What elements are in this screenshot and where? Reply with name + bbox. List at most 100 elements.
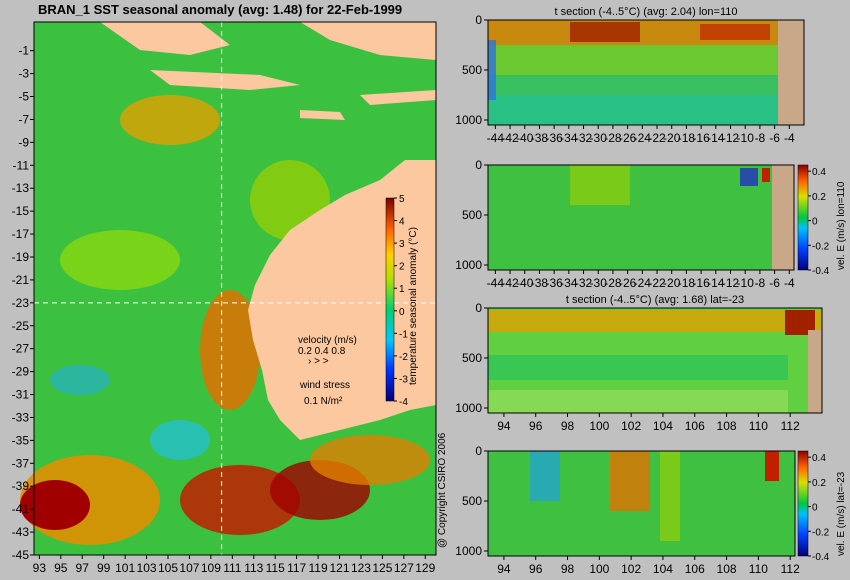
section-x-tick-label: -22 <box>648 131 666 145</box>
velocity-colorbar-tick-label: 0 <box>812 217 818 228</box>
lon-velocity-section <box>487 164 795 271</box>
velocity-legend-values: 0.2 0.4 0.8 <box>298 346 346 357</box>
map-x-ticks: 93 95 97 99 101 103 105 107 109 111 113 115 117 119 12… <box>33 555 436 575</box>
velocity-colorbar-tick-label: -0.4 <box>812 552 830 563</box>
map-colorbar-tick-label: 3 <box>399 239 405 250</box>
map-x-tick-label: 113 <box>244 561 263 575</box>
section-x-tick-label: -26 <box>619 276 637 290</box>
section-x-tick-label: 108 <box>717 562 737 576</box>
section-x-tick-label: -18 <box>678 276 696 290</box>
lon-velocity-colorbar-label: vel. E (m/s) lon=110 <box>836 181 847 270</box>
map-x-tick-label: 127 <box>394 561 414 575</box>
map-y-tick-label: -21 <box>12 273 30 287</box>
section-y-tick-label: 500 <box>462 494 482 508</box>
section-x-tick-label: -30 <box>590 276 608 290</box>
map-colorbar-tick-label: -2 <box>399 352 408 363</box>
map-x-tick-label: 97 <box>76 561 90 575</box>
map-x-tick-label: 111 <box>223 561 242 575</box>
section-x-tick-label: 102 <box>621 562 641 576</box>
map-y-tick-label: -39 <box>12 479 30 493</box>
map-colorbar-tick-label: -4 <box>399 397 408 408</box>
section-x-tick-label: -12 <box>722 276 740 290</box>
section-x-tick-label: 96 <box>529 419 543 433</box>
map-y-tick-label: -17 <box>12 227 30 241</box>
section-x-tick-label: 112 <box>781 419 800 433</box>
velocity-colorbar-tick-label: 0.4 <box>812 167 826 178</box>
section-x-tick-label: 94 <box>497 419 511 433</box>
copyright-text: @ Copyright CSIRO 2006 <box>437 432 448 548</box>
map-x-tick-label: 123 <box>351 561 371 575</box>
lat-velocity-colorbar-ticks: 0.4 0.2 0 -0.2 -0.4 <box>808 453 830 563</box>
lat-temperature-axes: 94 96 98 100 102 104 106 108 110 112 0 500 1000 <box>455 301 800 433</box>
section-x-tick-label: -4 <box>784 131 795 145</box>
section-x-tick-label: -36 <box>545 131 563 145</box>
map-x-tick-label: 115 <box>266 561 285 575</box>
lon-section-title: t section (-4..5°C) (avg: 2.04) lon=110 <box>554 6 738 18</box>
velocity-legend-title: velocity (m/s) <box>298 335 357 346</box>
wind-legend-value: 0.1 N/m² <box>304 396 343 407</box>
map-y-ticks: -1 -3 -5 -7 -9 -11 -13 -15 -17 -19 -21 -23 -25 -27 -29… <box>12 44 34 562</box>
section-x-tick-label: 102 <box>621 419 641 433</box>
lat-section-title: t section (-4..5°C) (avg: 1.68) lat=-23 <box>565 294 745 306</box>
lat-velocity-section <box>487 450 796 557</box>
section-x-tick-label: -44 <box>487 131 505 145</box>
map-y-tick-label: -15 <box>12 204 30 218</box>
velocity-colorbar-tick-label: 0.4 <box>812 453 826 464</box>
section-x-tick-label: -4 <box>784 276 795 290</box>
section-x-tick-label: -28 <box>604 131 622 145</box>
lat-velocity-axes: 94 96 98 100 102 104 106 108 110 112 0 500 1000 <box>455 444 800 576</box>
section-y-tick-label: 1000 <box>455 401 482 415</box>
section-x-tick-label: -16 <box>692 276 710 290</box>
section-x-tick-label: -14 <box>707 131 725 145</box>
section-x-tick-label: -34 <box>560 131 578 145</box>
map-x-tick-label: 101 <box>115 561 135 575</box>
section-y-tick-label: 0 <box>475 444 482 458</box>
section-x-tick-label: -18 <box>678 131 696 145</box>
section-x-tick-label: -34 <box>560 276 578 290</box>
section-x-tick-label: -24 <box>634 276 652 290</box>
section-x-tick-label: -20 <box>663 131 681 145</box>
section-x-tick-label: 106 <box>685 562 705 576</box>
wind-legend-title: wind stress <box>299 380 350 391</box>
map-y-tick-label: -23 <box>12 296 30 310</box>
map-x-tick-label: 119 <box>309 561 328 575</box>
section-y-tick-label: 1000 <box>455 258 482 272</box>
section-x-tick-label: -24 <box>634 131 652 145</box>
section-x-tick-label: -10 <box>737 131 755 145</box>
section-x-tick-label: -36 <box>545 276 563 290</box>
lat-velocity-colorbar <box>797 450 809 557</box>
map-y-tick-label: -7 <box>18 112 29 126</box>
section-x-tick-label: 100 <box>589 562 609 576</box>
section-y-tick-label: 0 <box>475 13 482 27</box>
map-y-tick-label: -9 <box>18 135 29 149</box>
lat-temperature-section <box>487 307 823 414</box>
section-x-tick-label: -38 <box>531 276 549 290</box>
section-x-tick-label: -30 <box>590 131 608 145</box>
section-x-tick-label: -44 <box>487 276 505 290</box>
map-y-tick-label: -31 <box>12 388 30 402</box>
map-y-tick-label: -43 <box>12 525 30 539</box>
section-x-tick-label: -32 <box>575 131 593 145</box>
map-x-tick-label: 103 <box>137 561 157 575</box>
section-x-tick-label: -22 <box>648 276 666 290</box>
section-x-tick-label: 110 <box>749 419 768 433</box>
map-y-tick-label: -5 <box>18 90 29 104</box>
section-x-tick-label: -8 <box>755 131 766 145</box>
lon-velocity-colorbar <box>797 164 809 271</box>
section-y-tick-label: 500 <box>462 208 482 222</box>
section-x-tick-label: -6 <box>769 276 780 290</box>
section-x-tick-label: -26 <box>619 131 637 145</box>
velocity-colorbar-tick-label: -0.2 <box>812 241 830 252</box>
section-x-tick-label: -10 <box>737 276 755 290</box>
section-x-tick-label: -12 <box>722 131 740 145</box>
lon-velocity-axes: -44-42-40-38-36-34-32-30-28-26-24-22-20-… <box>455 158 795 290</box>
map-x-tick-label: 105 <box>158 561 178 575</box>
map-y-tick-label: -25 <box>12 319 30 333</box>
map-y-tick-label: -45 <box>12 548 30 562</box>
section-x-tick-label: 108 <box>717 419 737 433</box>
section-x-tick-label: -42 <box>501 276 519 290</box>
map-colorbar-ticks: 5 4 3 2 1 0 -1 -2 -3 -4 <box>394 194 408 408</box>
section-x-tick-label: -38 <box>531 131 549 145</box>
section-x-tick-label: 98 <box>561 419 575 433</box>
